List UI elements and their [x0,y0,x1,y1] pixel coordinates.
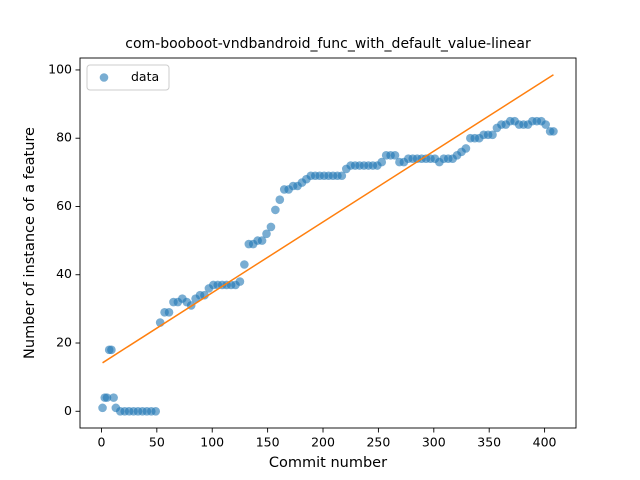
data-point [461,144,471,153]
data-point [200,290,209,300]
x-tick-label: 350 [477,435,501,450]
x-tick-label: 200 [311,435,335,450]
data-point [488,130,497,140]
data-point [164,307,174,317]
x-tick-label: 150 [256,435,280,450]
x-tick-label: 50 [149,435,165,450]
x-tick-label: 250 [366,435,390,450]
fit-line [102,74,554,364]
x-tick-label: 300 [422,435,446,450]
data-point [390,150,400,160]
data-point [257,236,267,245]
y-tick-label: 0 [64,403,72,418]
data-point [549,127,558,136]
y-tick-label: 60 [56,198,72,213]
data-point [240,260,249,269]
data-point [98,403,107,413]
x-tick-label: 0 [97,435,105,450]
data-point [337,171,347,181]
data-point [235,277,245,286]
data-point [271,205,280,215]
data-point [377,157,387,167]
data-point [151,406,161,416]
y-tick-label: 20 [56,335,72,350]
data-point [107,345,116,355]
legend-marker [99,73,109,82]
data-point [275,195,285,204]
x-tick-label: 400 [533,435,557,450]
legend-label: data [131,69,159,84]
data-point [109,393,118,402]
y-tick-label: 80 [56,130,72,145]
chart-title: com-booboot-vndbandroid_func_with_defaul… [125,36,531,52]
y-tick-label: 40 [56,266,72,281]
y-tick-label: 100 [48,61,72,76]
data-point [266,222,276,232]
legend-box [86,64,170,91]
x-axis-label: Commit number [269,455,387,471]
data-point [102,393,112,402]
x-tick-label: 100 [200,435,224,450]
y-axis-label: Number of instance of a feature [22,127,38,359]
data-point [262,229,271,239]
data-point [541,120,550,129]
plot-frame [79,57,577,429]
